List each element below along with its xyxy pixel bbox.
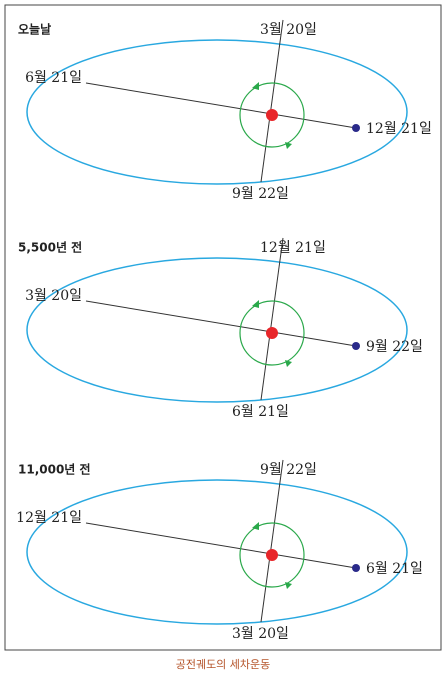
earth <box>352 124 360 132</box>
caption: 공전궤도의 세차운동 <box>176 658 271 671</box>
label-right: 6월 21일 <box>366 561 423 577</box>
orbit <box>26 39 408 185</box>
major-axis <box>85 82 357 129</box>
label-top: 9월 22일 <box>260 462 317 478</box>
earth <box>352 342 360 350</box>
precession-circle <box>239 522 305 588</box>
label-top: 12월 21일 <box>260 240 326 256</box>
major-axis <box>85 522 357 569</box>
minor-axis <box>260 237 284 401</box>
arrow-head <box>252 300 259 308</box>
arrow-head <box>252 82 259 90</box>
panel-title: 5,500년 전 <box>18 240 82 255</box>
precession-circle <box>239 300 305 366</box>
sun <box>266 327 278 339</box>
label-bottom: 3월 20일 <box>232 626 289 642</box>
minor-axis <box>260 19 284 183</box>
sun <box>266 109 278 121</box>
label-left: 6월 21일 <box>25 70 82 86</box>
label-left: 12월 21일 <box>16 510 82 526</box>
label-bottom: 6월 21일 <box>232 404 289 420</box>
major-axis <box>85 300 357 347</box>
arrow-head <box>285 582 292 589</box>
label-right: 9월 22일 <box>366 339 423 355</box>
frame <box>4 4 442 651</box>
arrow-head <box>285 142 292 149</box>
label-left: 3월 20일 <box>25 288 82 304</box>
minor-axis <box>260 459 284 623</box>
panels: 오늘날 3월 20일 6월 21일 12월 21일 9월 22일 5,500년 전 12월 … <box>16 19 432 642</box>
arrow-head <box>285 360 292 367</box>
precession-circle <box>239 82 305 148</box>
label-top: 3월 20일 <box>260 22 317 38</box>
label-right: 12월 21일 <box>366 121 432 137</box>
sun <box>266 549 278 561</box>
earth <box>352 564 360 572</box>
arrow-head <box>252 522 259 530</box>
orbit <box>26 257 408 403</box>
panel-title: 11,000년 전 <box>18 462 91 477</box>
panel-title: 오늘날 <box>18 23 51 37</box>
orbit <box>26 479 408 625</box>
label-bottom: 9월 22일 <box>232 186 289 202</box>
